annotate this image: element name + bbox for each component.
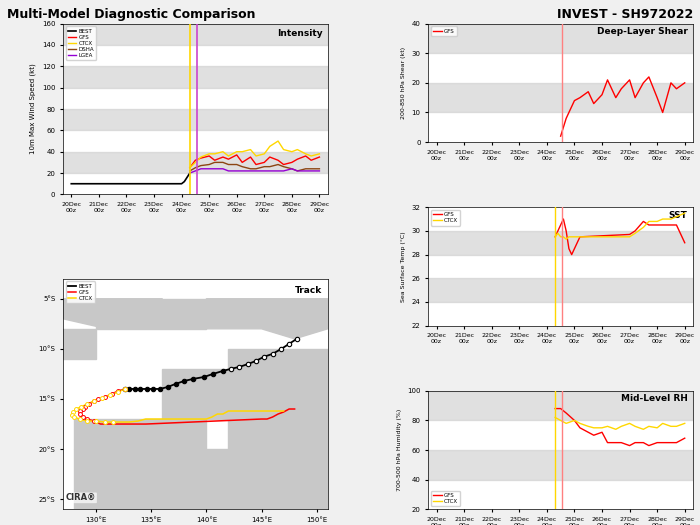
Point bbox=[188, 375, 199, 383]
Y-axis label: 200-850 hPa Shear (kt): 200-850 hPa Shear (kt) bbox=[401, 47, 406, 119]
Point bbox=[74, 415, 85, 423]
Point bbox=[124, 385, 135, 393]
Point bbox=[84, 400, 95, 408]
Point bbox=[155, 385, 166, 393]
Point bbox=[119, 385, 130, 393]
Point bbox=[129, 385, 140, 393]
Y-axis label: 700-500 hPa Humidity (%): 700-500 hPa Humidity (%) bbox=[397, 409, 402, 491]
Legend: BEST, GFS, CTCX, DSHA, LGEA: BEST, GFS, CTCX, DSHA, LGEA bbox=[66, 26, 97, 60]
Polygon shape bbox=[228, 349, 328, 449]
Point bbox=[178, 377, 190, 385]
Polygon shape bbox=[96, 299, 206, 329]
Point bbox=[88, 397, 99, 405]
Polygon shape bbox=[74, 449, 328, 509]
Point bbox=[276, 344, 287, 353]
Point bbox=[67, 408, 78, 416]
Point bbox=[82, 400, 93, 408]
Point bbox=[234, 363, 245, 371]
Point bbox=[66, 411, 78, 419]
Point bbox=[267, 350, 278, 358]
Point bbox=[113, 388, 124, 396]
Point bbox=[113, 387, 124, 395]
Point bbox=[88, 417, 99, 425]
Bar bbox=[428, 231, 693, 255]
Text: Multi-Model Diagnostic Comparison: Multi-Model Diagnostic Comparison bbox=[7, 8, 256, 21]
Legend: BEST, GFS, CTCX: BEST, GFS, CTCX bbox=[66, 281, 95, 303]
Polygon shape bbox=[74, 419, 206, 449]
Point bbox=[217, 367, 228, 375]
Legend: GFS, CTCX: GFS, CTCX bbox=[431, 210, 460, 226]
Point bbox=[291, 334, 302, 343]
Point bbox=[243, 360, 254, 368]
Legend: GFS, CTCX: GFS, CTCX bbox=[431, 491, 460, 507]
Point bbox=[119, 385, 130, 393]
Point bbox=[82, 417, 93, 425]
Point bbox=[74, 407, 85, 415]
Point bbox=[74, 410, 85, 418]
Text: INVEST - SH972022: INVEST - SH972022 bbox=[556, 8, 693, 21]
Point bbox=[251, 356, 262, 365]
Text: CIRA®: CIRA® bbox=[66, 494, 96, 502]
Point bbox=[148, 385, 159, 393]
Bar bbox=[63, 24, 328, 45]
Y-axis label: Sea Surface Temp (°C): Sea Surface Temp (°C) bbox=[401, 231, 406, 302]
Point bbox=[106, 390, 117, 398]
Point bbox=[96, 394, 107, 402]
Bar bbox=[428, 391, 693, 421]
Text: Intensity: Intensity bbox=[276, 29, 323, 38]
Bar bbox=[428, 450, 693, 480]
Bar bbox=[428, 83, 693, 112]
Polygon shape bbox=[63, 329, 96, 359]
Point bbox=[199, 373, 210, 381]
Point bbox=[69, 413, 80, 421]
Point bbox=[284, 340, 295, 348]
Polygon shape bbox=[63, 299, 162, 329]
Point bbox=[80, 403, 91, 411]
Point bbox=[207, 370, 218, 378]
Text: Deep-Layer Shear: Deep-Layer Shear bbox=[597, 27, 687, 36]
Point bbox=[170, 380, 181, 388]
Point bbox=[90, 417, 101, 425]
Polygon shape bbox=[206, 299, 328, 339]
Point bbox=[119, 385, 130, 393]
Text: Track: Track bbox=[295, 286, 323, 295]
Bar bbox=[428, 24, 693, 53]
Y-axis label: 10m Max Wind Speed (kt): 10m Max Wind Speed (kt) bbox=[30, 64, 36, 154]
Point bbox=[162, 383, 174, 391]
Point bbox=[99, 393, 111, 401]
Point bbox=[75, 403, 86, 411]
Point bbox=[77, 413, 88, 421]
Point bbox=[134, 385, 146, 393]
Point bbox=[92, 395, 104, 403]
Bar bbox=[63, 152, 328, 173]
Polygon shape bbox=[162, 369, 262, 419]
Point bbox=[141, 385, 153, 393]
Point bbox=[99, 418, 111, 426]
Point bbox=[71, 405, 82, 413]
Point bbox=[258, 353, 270, 361]
Text: SST: SST bbox=[668, 211, 687, 220]
Bar bbox=[428, 278, 693, 302]
Text: Mid-Level RH: Mid-Level RH bbox=[621, 394, 687, 403]
Bar bbox=[63, 66, 328, 88]
Point bbox=[107, 418, 118, 426]
Point bbox=[77, 405, 88, 413]
Point bbox=[225, 365, 236, 373]
Legend: GFS: GFS bbox=[431, 26, 457, 36]
Point bbox=[82, 415, 93, 423]
Point bbox=[105, 391, 116, 399]
Point bbox=[88, 397, 99, 405]
Bar bbox=[63, 109, 328, 130]
